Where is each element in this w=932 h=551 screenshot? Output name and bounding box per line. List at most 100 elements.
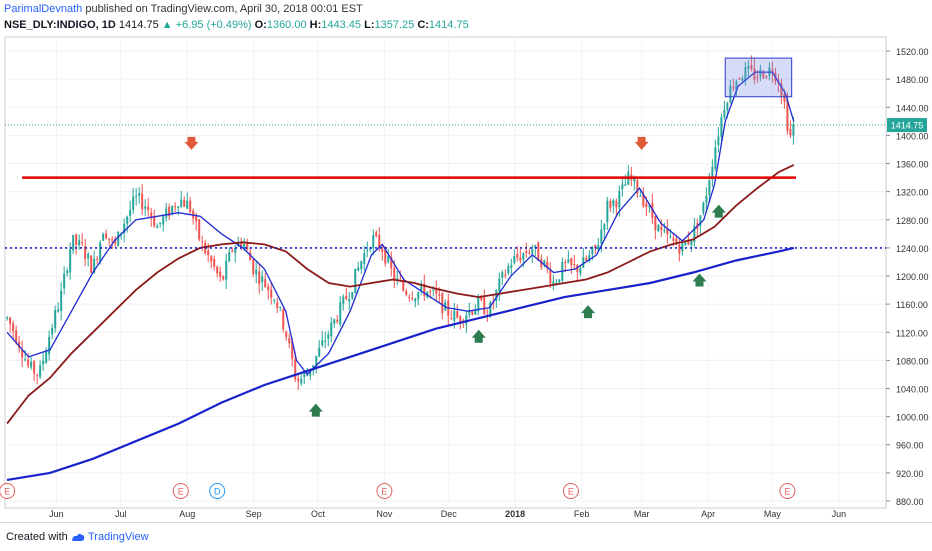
- consolidation-rectangle[interactable]: [724, 57, 793, 98]
- candle-up: [624, 184, 627, 186]
- legend-high-label: H:: [309, 19, 322, 31]
- event-label: E: [4, 487, 10, 497]
- candle-up: [366, 250, 369, 252]
- candle-down: [114, 238, 117, 244]
- candle-up: [180, 199, 183, 207]
- earnings-event-icon[interactable]: [0, 483, 16, 499]
- candle-down: [231, 249, 234, 251]
- candle-up: [126, 216, 129, 224]
- legend-open-value: 1360.00: [266, 19, 307, 31]
- x-tick-label: Dec: [441, 509, 458, 519]
- candle-down: [570, 258, 573, 266]
- candle-up: [669, 236, 672, 238]
- price-chart[interactable]: 880.00 920.00 960.00 1000.00 1040.00 1080.00 1…: [0, 0, 932, 522]
- candle-up: [726, 103, 729, 110]
- x-tick-label: Apr: [701, 509, 715, 519]
- candle-down: [687, 240, 690, 244]
- candle-up: [93, 258, 96, 273]
- candle-up: [351, 292, 354, 299]
- earnings-event-icon[interactable]: [172, 483, 189, 499]
- arrow-up-icon[interactable]: [308, 403, 323, 417]
- arrow-down-icon[interactable]: [184, 136, 199, 150]
- tradingview-logo-icon[interactable]: [70, 529, 86, 545]
- candle-up: [165, 208, 168, 218]
- candle-up: [372, 235, 375, 248]
- candle-up: [603, 224, 606, 230]
- candle-up: [501, 272, 504, 278]
- candle-down: [258, 271, 261, 284]
- candle-up: [135, 195, 138, 197]
- y-tick-label: 1080.00: [896, 356, 929, 366]
- event-label: D: [214, 487, 221, 497]
- candle-down: [189, 200, 192, 212]
- candle-down: [780, 83, 783, 97]
- arrow-up-icon[interactable]: [711, 204, 726, 218]
- arrow-down-icon[interactable]: [634, 136, 649, 150]
- candle-up: [510, 264, 513, 268]
- arrow-up-icon[interactable]: [581, 305, 596, 319]
- candle-up: [186, 200, 189, 209]
- earnings-event-icon[interactable]: [562, 483, 579, 499]
- candle-up: [507, 265, 510, 274]
- tradingview-brand-link[interactable]: TradingView: [88, 531, 149, 543]
- candle-up: [42, 360, 45, 365]
- candle-down: [651, 202, 654, 219]
- candle-up: [717, 136, 720, 146]
- x-tick-label: Feb: [574, 509, 590, 519]
- plot-area[interactable]: [4, 36, 887, 509]
- candle-up: [72, 234, 75, 251]
- symbol-name[interactable]: NSE_DLY:INDIGO, 1D: [4, 19, 116, 31]
- candle-up: [531, 249, 534, 254]
- y-tick-label: 1040.00: [896, 384, 929, 394]
- candle-down: [594, 244, 597, 249]
- candle-down: [150, 212, 153, 218]
- candle-up: [534, 245, 537, 248]
- arrow-up-icon[interactable]: [471, 329, 486, 343]
- candle-down: [504, 274, 507, 276]
- candle-down: [615, 200, 618, 208]
- candle-up: [396, 277, 399, 279]
- candle-down: [390, 257, 393, 269]
- candle-up: [342, 296, 345, 304]
- earnings-event-icon[interactable]: [779, 483, 796, 499]
- candle-down: [411, 297, 414, 299]
- candle-up: [156, 226, 159, 228]
- candle-up: [6, 317, 9, 319]
- candle-up: [159, 222, 162, 224]
- legend-low-label: L:: [364, 19, 375, 31]
- candle-up: [348, 299, 351, 302]
- arrow-up-icon[interactable]: [692, 273, 707, 287]
- candle-up: [339, 302, 342, 325]
- candle-down: [786, 100, 789, 131]
- candle-up: [48, 336, 51, 355]
- y-tick-label: 1480.00: [896, 75, 929, 85]
- dividend-event-icon[interactable]: [209, 483, 226, 499]
- x-tick-label: May: [764, 509, 782, 519]
- x-tick-label: Sep: [246, 509, 262, 519]
- candle-up: [324, 340, 327, 342]
- candle-up: [330, 322, 333, 337]
- candle-up: [591, 246, 594, 255]
- x-tick-label: Mar: [634, 509, 650, 519]
- candle-up: [132, 196, 135, 210]
- candle-down: [456, 311, 459, 318]
- y-tick-label: 1440.00: [896, 103, 929, 113]
- candle-up: [684, 242, 687, 246]
- candle-up: [759, 69, 762, 77]
- candle-down: [408, 296, 411, 298]
- author-link[interactable]: ParimalDevnath: [4, 3, 83, 15]
- candle-up: [144, 206, 147, 209]
- candle-down: [423, 283, 426, 296]
- candle-up: [513, 256, 516, 264]
- candle-up: [555, 282, 558, 284]
- x-tick-label: Oct: [311, 509, 326, 519]
- earnings-event-icon[interactable]: [376, 483, 393, 499]
- candle-down: [549, 269, 552, 284]
- candle-down: [252, 259, 255, 275]
- candle-up: [618, 191, 621, 208]
- candle-down: [573, 264, 576, 266]
- candle-up: [78, 240, 81, 246]
- y-tick-label: 1400.00: [896, 131, 929, 141]
- candle-up: [57, 309, 60, 312]
- candle-up: [657, 224, 660, 232]
